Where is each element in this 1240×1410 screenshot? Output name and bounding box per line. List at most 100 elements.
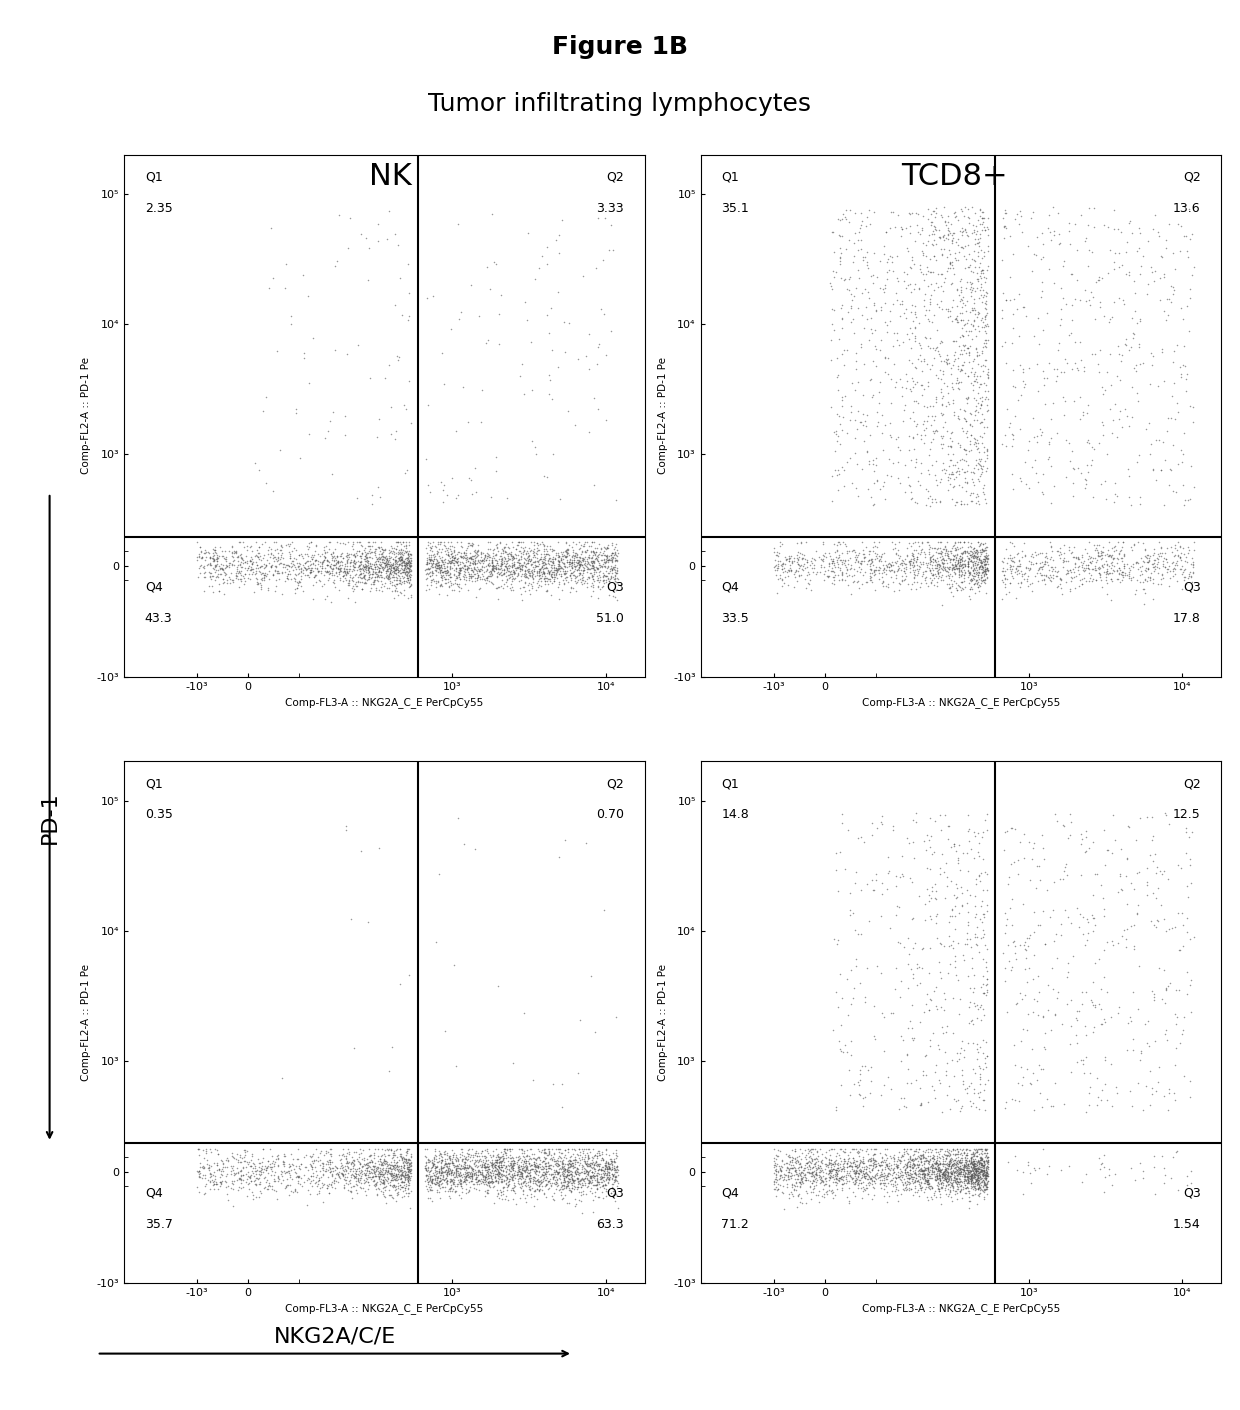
Point bbox=[947, 295, 967, 317]
Point bbox=[939, 540, 959, 563]
Point bbox=[548, 558, 568, 581]
Point bbox=[366, 560, 386, 582]
Point bbox=[399, 554, 419, 577]
Point bbox=[383, 537, 403, 560]
Point bbox=[931, 568, 951, 591]
Point bbox=[573, 1183, 593, 1206]
Point bbox=[962, 1152, 982, 1175]
Point bbox=[903, 310, 923, 333]
Point bbox=[231, 1151, 250, 1173]
Point bbox=[458, 558, 477, 581]
Point bbox=[949, 347, 968, 369]
Point bbox=[492, 568, 512, 591]
Point bbox=[317, 550, 337, 572]
Point bbox=[497, 550, 517, 572]
Point bbox=[584, 551, 604, 574]
Point bbox=[841, 400, 861, 423]
Point bbox=[562, 1176, 582, 1198]
Point bbox=[487, 1162, 507, 1184]
Point bbox=[863, 272, 883, 295]
Point bbox=[435, 550, 455, 572]
Point bbox=[941, 1148, 961, 1170]
Point bbox=[525, 560, 544, 582]
Point bbox=[858, 257, 878, 279]
Point bbox=[961, 1146, 981, 1169]
Point bbox=[962, 196, 982, 219]
Point bbox=[909, 1159, 929, 1182]
Point bbox=[1158, 407, 1178, 430]
Point bbox=[913, 1153, 932, 1176]
Point bbox=[595, 1153, 615, 1176]
Point bbox=[849, 1059, 869, 1081]
Point bbox=[1157, 560, 1177, 582]
Point bbox=[1064, 561, 1084, 584]
Point bbox=[963, 350, 983, 372]
Point bbox=[436, 1152, 456, 1175]
Point bbox=[903, 547, 923, 570]
Point bbox=[560, 560, 580, 582]
Point bbox=[945, 1165, 965, 1187]
Point bbox=[485, 1156, 505, 1179]
Point bbox=[379, 577, 399, 599]
Point bbox=[951, 1175, 971, 1197]
Point bbox=[967, 1139, 987, 1162]
Point bbox=[377, 553, 397, 575]
Point bbox=[961, 1165, 981, 1187]
Point bbox=[901, 1148, 921, 1170]
Point bbox=[398, 551, 418, 574]
Point bbox=[484, 557, 503, 580]
Point bbox=[260, 217, 280, 240]
Point bbox=[459, 1155, 479, 1177]
Point bbox=[430, 554, 450, 577]
Point bbox=[286, 1180, 306, 1203]
Point bbox=[976, 1153, 996, 1176]
Point bbox=[937, 468, 957, 491]
Point bbox=[608, 1169, 627, 1191]
Point bbox=[977, 981, 997, 1004]
Point bbox=[505, 554, 525, 577]
Point bbox=[418, 548, 438, 571]
Point bbox=[387, 567, 407, 589]
Point bbox=[511, 1151, 531, 1173]
Point bbox=[965, 544, 985, 567]
Point bbox=[971, 568, 991, 591]
Point bbox=[332, 551, 352, 574]
Point bbox=[291, 564, 311, 587]
Point bbox=[570, 561, 590, 584]
Point bbox=[482, 558, 502, 581]
Point bbox=[525, 532, 544, 554]
Point bbox=[539, 561, 559, 584]
Point bbox=[444, 540, 464, 563]
Point bbox=[532, 564, 552, 587]
Point bbox=[303, 546, 322, 568]
Point bbox=[539, 1177, 559, 1200]
Point bbox=[392, 1144, 412, 1166]
Point bbox=[557, 539, 577, 561]
Point bbox=[830, 223, 849, 245]
Point bbox=[259, 1156, 279, 1179]
Point bbox=[198, 553, 218, 575]
Point bbox=[977, 544, 997, 567]
Point bbox=[383, 557, 403, 580]
Point bbox=[804, 1177, 823, 1200]
Point bbox=[366, 1175, 386, 1197]
Point bbox=[904, 1141, 924, 1163]
Point bbox=[823, 1018, 843, 1041]
Point bbox=[392, 548, 412, 571]
Point bbox=[977, 1162, 997, 1184]
Point bbox=[582, 532, 601, 554]
Point bbox=[1133, 550, 1153, 572]
Point bbox=[846, 919, 866, 942]
Point bbox=[534, 1163, 554, 1186]
Point bbox=[852, 210, 872, 233]
Point bbox=[996, 821, 1016, 843]
Point bbox=[608, 557, 627, 580]
Point bbox=[544, 554, 564, 577]
Point bbox=[365, 565, 384, 588]
Point bbox=[578, 1162, 598, 1184]
Point bbox=[420, 561, 440, 584]
Point bbox=[393, 1152, 413, 1175]
Point bbox=[842, 1138, 862, 1160]
Point bbox=[956, 220, 976, 243]
Point bbox=[794, 554, 813, 577]
